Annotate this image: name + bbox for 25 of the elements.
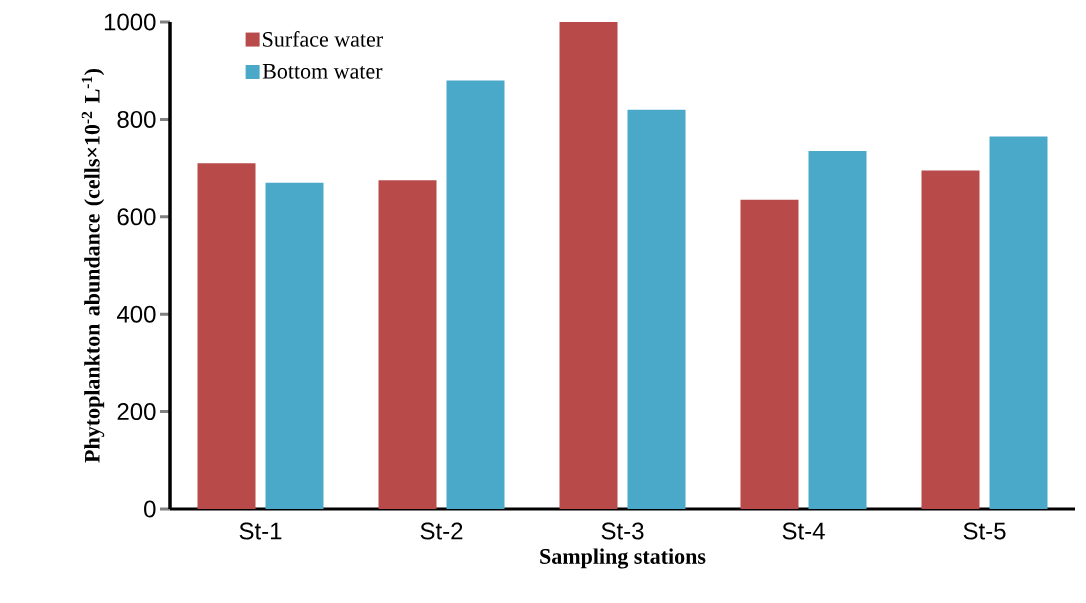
bar xyxy=(446,80,505,509)
y-tick-label: 400 xyxy=(116,305,156,323)
legend-label: Surface water xyxy=(263,31,383,47)
x-tick-label: St-4 xyxy=(782,522,825,540)
y-tick-label: 1000 xyxy=(104,13,156,31)
legend-label: Bottom water xyxy=(262,64,383,79)
bar xyxy=(921,170,980,509)
bar xyxy=(265,182,324,509)
y-axis-title: Phytoplankton abundance (cells×10$^{-2}$ L$^{-1}$) xyxy=(81,69,105,463)
y-tick-label: 600 xyxy=(117,208,156,226)
y-tick-label: 0 xyxy=(144,500,156,518)
bar xyxy=(989,136,1048,509)
bar xyxy=(559,22,618,509)
bar xyxy=(197,163,256,509)
bar xyxy=(627,109,686,509)
x-tick-label: St-3 xyxy=(601,522,644,540)
bar xyxy=(378,180,437,509)
y-tick-label: 800 xyxy=(117,110,156,128)
bar xyxy=(740,199,799,509)
x-axis-title: Sampling stations xyxy=(540,548,706,569)
bar xyxy=(808,151,867,509)
x-tick-label: St-2 xyxy=(420,522,463,540)
x-tick-label: St-1 xyxy=(239,522,282,540)
x-tick-label: St-5 xyxy=(963,522,1006,540)
y-tick-label: 200 xyxy=(117,403,156,421)
